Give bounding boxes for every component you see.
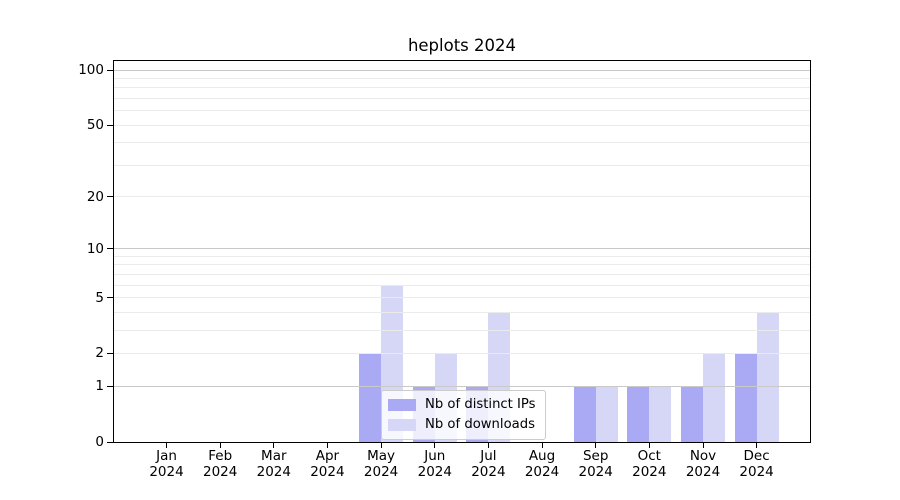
x-tick-mark-feb [219,443,221,448]
x-tick-label-nov: Nov 2024 [685,448,721,480]
bar-nb-of-downloads-oct [649,386,672,442]
y-tick-label-1: 1 [95,378,104,395]
bar-nb-of-distinct-ips-nov [681,386,703,442]
x-tick-label-jun: Jun 2024 [417,448,452,480]
y-tick-label-100: 100 [78,62,104,78]
x-tick-label-mar: Mar 2024 [256,448,291,480]
y-tick-mark-10 [107,248,113,250]
y-tick-mark-1 [107,385,113,387]
y-tick-label-50: 50 [86,117,104,134]
plot-area [113,60,811,443]
x-tick-label-oct: Oct 2024 [632,448,667,480]
legend-label-downloads: Nb of downloads [425,417,535,432]
x-tick-mark-jan [166,443,167,448]
x-tick-mark-apr [326,443,328,448]
bar-nb-of-distinct-ips-dec [734,353,757,442]
legend-item-distinct-ips: Nb of distinct IPs [388,397,536,413]
x-tick-mark-jun [434,443,436,448]
bar-nb-of-distinct-ips-sep [573,386,596,442]
y-tick-mark-100 [107,69,113,71]
y-tick-mark-2 [107,352,113,354]
x-tick-mark-may [380,443,382,448]
y-tick-mark-20 [107,196,113,198]
x-tick-label-jul: Jul 2024 [471,448,506,480]
bar-nb-of-downloads-sep [595,386,618,442]
y-tick-label-10: 10 [86,240,104,257]
x-tick-mark-dec [756,443,758,448]
x-tick-mark-nov [702,443,704,448]
y-tick-mark-0 [107,441,113,443]
legend-swatch-downloads [388,419,416,431]
bar-nb-of-downloads-nov [703,353,725,442]
x-tick-label-may: May 2024 [363,448,399,480]
legend-label-distinct-ips: Nb of distinct IPs [425,397,536,412]
y-tick-label-5: 5 [95,289,104,306]
x-tick-mark-mar [273,443,275,448]
bars-layer [114,61,810,442]
y-tick-label-0: 0 [95,434,104,450]
y-tick-mark-5 [107,297,113,299]
y-tick-label-2: 2 [95,345,104,362]
x-tick-label-jan: Jan 2024 [149,448,184,480]
x-tick-label-apr: Apr 2024 [310,448,345,480]
bar-nb-of-downloads-dec [756,312,779,442]
x-tick-mark-oct [648,443,650,448]
y-tick-mark-50 [107,124,113,126]
chart-title: heplots 2024 [407,36,517,55]
y-tick-label-20: 20 [86,188,104,205]
x-tick-label-aug: Aug 2024 [524,448,560,480]
bar-nb-of-distinct-ips-oct [627,386,650,442]
legend-swatch-distinct-ips [388,399,416,411]
x-tick-label-feb: Feb 2024 [203,448,238,480]
bar-nb-of-distinct-ips-may [359,353,382,442]
x-tick-mark-jul [487,443,489,448]
x-tick-label-dec: Dec 2024 [739,448,774,480]
x-tick-mark-sep [595,443,597,448]
x-tick-label-sep: Sep 2024 [578,448,613,480]
x-tick-mark-aug [541,443,543,448]
legend-item-downloads: Nb of downloads [388,417,536,433]
legend: Nb of distinct IPs Nb of downloads [381,390,546,440]
